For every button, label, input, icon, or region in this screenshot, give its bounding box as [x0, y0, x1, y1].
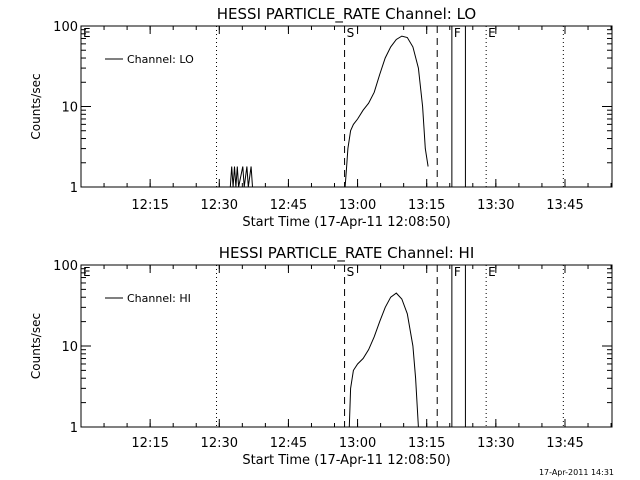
marker-label: F — [454, 265, 461, 279]
y-tick-label: 1 — [70, 181, 78, 196]
x-tick-label: 12:15 — [131, 198, 168, 213]
x-tick-label: 12:45 — [270, 436, 307, 451]
x-tick-label: 13:30 — [477, 436, 514, 451]
chart-title: HESSI PARTICLE_RATE Channel: LO — [217, 5, 476, 24]
series-line-0 — [229, 35, 429, 188]
x-tick-label: 13:30 — [477, 198, 514, 213]
y-axis-label: Counts/sec — [29, 313, 43, 379]
chart-panel-1 — [80, 264, 613, 428]
x-tick-label: 13:45 — [546, 198, 583, 213]
x-tick-label: 12:45 — [270, 198, 307, 213]
x-axis-label: Start Time (17-Apr-11 12:08:50) — [242, 453, 450, 468]
footer-timestamp: 17-Apr-2011 14:31 — [539, 468, 614, 477]
marker-label: S — [347, 265, 355, 279]
x-tick-label: 12:30 — [201, 436, 238, 451]
marker-label: E — [488, 265, 496, 279]
y-tick-label: 100 — [53, 259, 78, 274]
marker-label: F — [454, 26, 461, 40]
chart-panel-0 — [80, 25, 613, 188]
marker-label: S — [347, 26, 355, 40]
x-axis-label: Start Time (17-Apr-11 12:08:50) — [242, 215, 450, 230]
legend-label: Channel: LO — [127, 53, 194, 66]
y-tick-label: 100 — [53, 20, 78, 35]
marker-label: E — [83, 26, 91, 40]
series-line-0 — [348, 292, 419, 428]
x-tick-label: 13:15 — [408, 198, 445, 213]
y-tick-label: 10 — [61, 340, 78, 355]
x-tick-label: 13:00 — [339, 198, 376, 213]
marker-label: E — [488, 26, 496, 40]
y-tick-label: 10 — [61, 101, 78, 116]
plot-frame — [80, 264, 613, 428]
x-tick-label: 13:00 — [339, 436, 376, 451]
y-tick-label: 1 — [70, 421, 78, 436]
marker-label: E — [83, 265, 91, 279]
legend-label: Channel: HI — [127, 292, 191, 305]
x-tick-label: 13:15 — [408, 436, 445, 451]
x-tick-label: 12:30 — [201, 198, 238, 213]
y-axis-label: Counts/sec — [29, 73, 43, 139]
chart-title: HESSI PARTICLE_RATE Channel: HI — [219, 244, 475, 263]
x-tick-label: 13:45 — [546, 436, 583, 451]
x-tick-label: 12:15 — [131, 436, 168, 451]
